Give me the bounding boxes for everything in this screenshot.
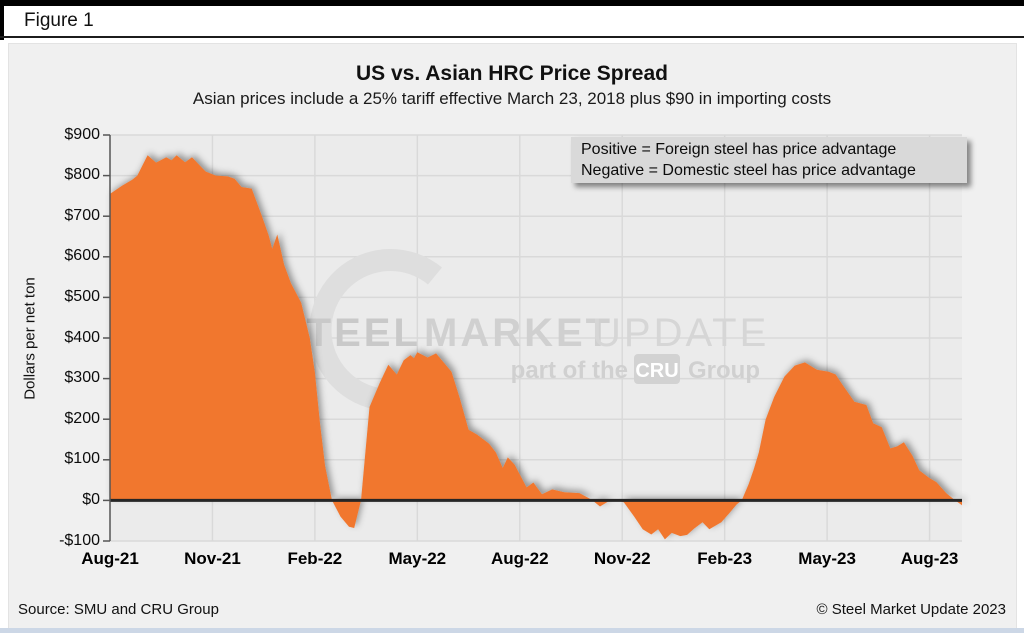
copyright-note: © Steel Market Update 2023 [816, 601, 1007, 618]
cru-badge-label: CRU [635, 360, 678, 382]
axes [103, 134, 962, 542]
y-axis-title: Dollars per net ton [21, 277, 39, 400]
watermark-word-market: MARKET [424, 311, 613, 355]
chart-title: US vs. Asian HRC Price Spread [355, 62, 668, 85]
chart-subtitle: Asian prices include a 25% tariff effect… [192, 89, 832, 108]
source-note: Source: SMU and CRU Group [18, 601, 219, 618]
annotation-box: Positive = Foreign steel has price advan… [571, 137, 967, 183]
bottom-edge-strip [0, 628, 1024, 633]
cru-badge [634, 354, 680, 384]
watermark-sub-suffix: Group [688, 357, 760, 384]
watermark-word-update: UPDATE [592, 311, 769, 355]
watermark-sub-prefix: part of the [511, 357, 628, 384]
area-path [110, 155, 962, 540]
figure-label: Figure 1 [24, 10, 94, 31]
annotation-line-positive: Positive = Foreign steel has price advan… [581, 141, 897, 158]
price-spread-area-series [110, 155, 962, 540]
header-divider [0, 36, 1024, 38]
header-left-border [0, 0, 4, 40]
top-black-bar [0, 0, 1024, 6]
annotation-line-negative: Negative = Domestic steel has price adva… [581, 162, 916, 179]
